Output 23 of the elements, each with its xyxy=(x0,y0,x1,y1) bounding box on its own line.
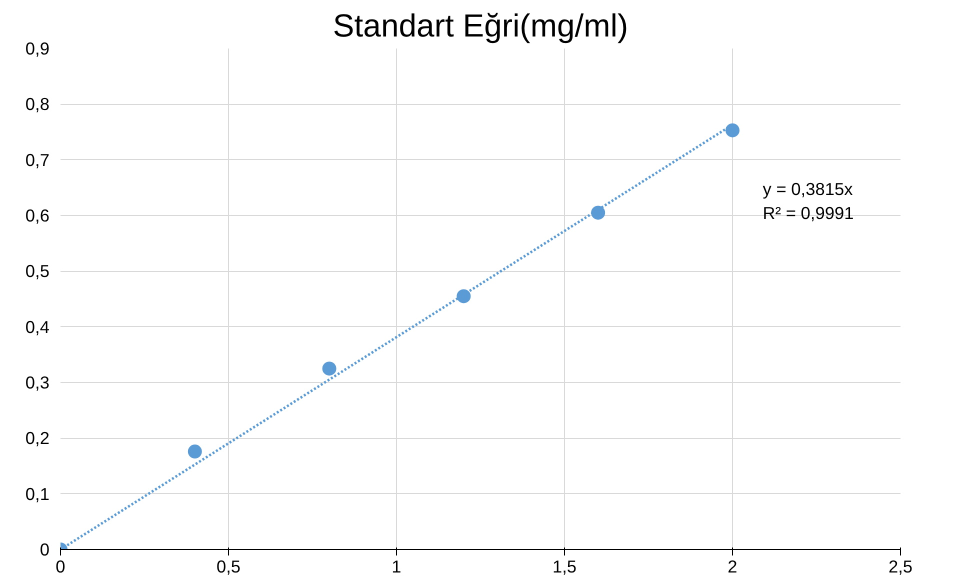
y-tick-label: 0,4 xyxy=(25,316,50,337)
point xyxy=(591,206,606,220)
y-tick-label: 0,6 xyxy=(25,206,50,226)
annotation: R² = 0,9991 xyxy=(762,202,854,223)
point xyxy=(322,362,336,376)
x-tick-label: 0 xyxy=(56,556,66,576)
y-tick-label: 0,7 xyxy=(25,150,50,170)
x-tick-label: 1 xyxy=(392,556,402,576)
y-tick-label: 0 xyxy=(40,540,50,560)
y-tick-label: 0,5 xyxy=(25,261,50,282)
point xyxy=(726,123,740,138)
x-tick-label: 0,5 xyxy=(216,556,241,576)
y-tick-label: 0,1 xyxy=(25,484,50,504)
annotation: y = 0,3815x xyxy=(762,178,854,199)
chart-title: Standart Eğri(mg/ml) xyxy=(332,8,628,44)
y-tick-label: 0,2 xyxy=(25,428,50,448)
x-tick-label: 2,5 xyxy=(888,556,913,576)
x-tick-label: 2 xyxy=(728,556,738,576)
y-tick-label: 0,3 xyxy=(25,372,50,392)
y-tick-label: 0,8 xyxy=(25,94,50,114)
y-tick-label: 0,9 xyxy=(25,38,50,58)
x-tick-label: 1,5 xyxy=(552,556,577,576)
point xyxy=(188,444,202,459)
